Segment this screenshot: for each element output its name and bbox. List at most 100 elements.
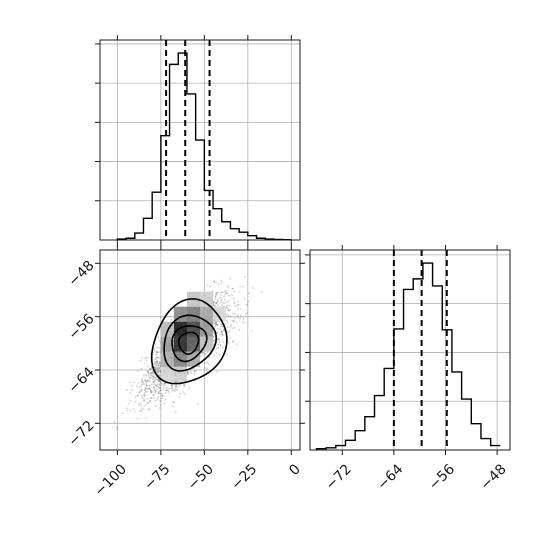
scatter-point [231,294,234,296]
scatter-point [179,384,182,387]
scatter-point [145,403,148,406]
scatter-point [221,331,224,333]
scatter-point [155,353,158,356]
scatter-point [189,370,192,373]
scatter-point [144,379,147,381]
scatter-point [141,379,144,382]
scatter-point [147,408,150,411]
scatter-point [136,418,139,420]
scatter-point [183,393,186,395]
scatter-point [162,388,165,391]
scatter-point [230,324,233,327]
scatter-point [228,299,230,302]
density-cell [200,291,214,307]
density-cell [173,336,187,352]
scatter-point [215,302,218,304]
scatter-point [152,394,154,396]
scatter-point [147,365,149,367]
scatter-point [154,368,157,370]
scatter-point [150,397,152,399]
scatter-point [165,389,167,392]
scatter-point [221,291,223,293]
scatter-point [188,387,191,390]
scatter-point [232,340,234,343]
scatter-point [231,319,234,322]
scatter-point [158,373,160,375]
scatter-point [156,361,159,363]
scatter-point [172,401,175,403]
scatter-point [228,304,231,307]
scatter-point [156,370,159,373]
scatter-point [216,323,219,326]
scatter-point [153,394,155,396]
scatter-point [160,384,162,387]
scatter-point [196,403,199,405]
scatter-point [217,338,220,340]
scatter-point [159,387,161,390]
scatter-point [221,333,224,336]
scatter-point [215,352,218,354]
scatter-point [226,292,229,295]
scatter-point [225,292,228,294]
scatter-point [176,388,178,391]
scatter-point [157,370,160,372]
scatter-point [138,391,141,394]
scatter-point [216,347,219,350]
scatter-point [148,387,151,390]
scatter-point [170,387,173,390]
contour-level-4 [150,298,228,385]
scatter-point [157,336,160,338]
scatter-point [245,304,248,307]
joint-ytick-label: −64 [65,364,97,396]
scatter-point [115,428,118,431]
scatter-point [149,389,152,392]
scatter-point [236,314,239,317]
scatter-point [221,291,224,294]
scatter-point [146,356,148,359]
scatter-point [226,304,229,307]
scatter-point [137,370,139,372]
scatter-point [215,293,217,296]
scatter-point [153,386,155,389]
scatter-point [160,400,163,403]
scatter-point [141,377,143,380]
scatter-point [158,366,161,369]
scatter-point [155,364,158,367]
scatter-point [157,351,160,354]
scatter-point [164,382,167,385]
scatter-point [151,375,154,377]
scatter-point [239,308,242,310]
scatter-point [243,276,246,278]
scatter-point [154,377,157,379]
scatter-point [136,394,139,397]
right-panel-grid [310,250,510,450]
scatter-point [157,367,160,370]
scatter-point [152,386,155,389]
scatter-point [155,384,157,387]
scatter-point [223,291,226,293]
scatter-point [163,382,166,385]
scatter-point [247,300,249,303]
scatter-point [173,390,176,393]
scatter-point [217,346,220,349]
scatter-point [143,405,146,407]
joint-ytick-label: −72 [65,418,97,450]
scatter-point [243,321,246,324]
scatter-point [158,367,161,369]
scatter-point [159,316,162,319]
scatter-point [138,386,141,388]
scatter-point [157,357,160,359]
scatter-point [153,381,155,383]
scatter-point [223,295,226,298]
scatter-point [144,380,147,383]
scatter-point [134,396,137,398]
scatter-point [132,381,135,384]
scatter-point [167,391,170,394]
scatter-point [237,316,240,319]
scatter-point [229,277,232,280]
scatter-point [152,397,155,400]
scatter-point [116,426,119,429]
scatter-point [148,387,151,390]
scatter-point [156,359,159,362]
scatter-point [159,389,162,392]
